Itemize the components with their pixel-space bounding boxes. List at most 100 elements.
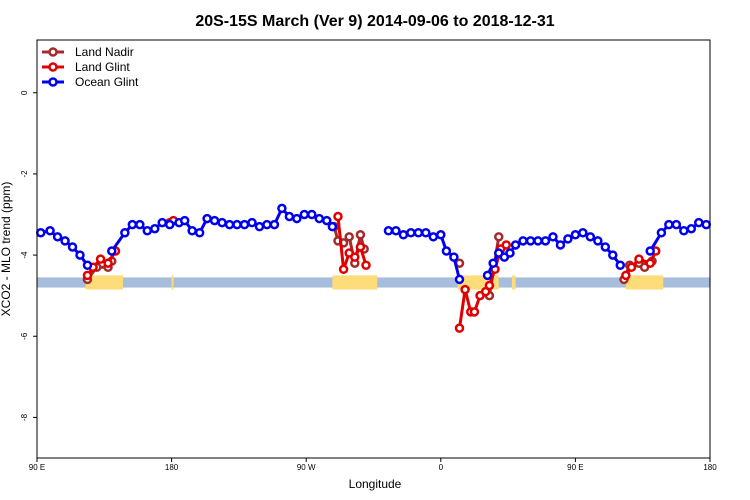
x-tick-label-3: 0 [439, 463, 444, 472]
point-ocean-glint-6 [82, 260, 93, 270]
point-ocean-glint-43 [428, 232, 439, 242]
x-tick-label-2: 90 W [297, 463, 316, 472]
point-ocean-glint-48 [482, 270, 493, 281]
point-ocean-glint-25 [247, 217, 257, 228]
point-land-glint-0 [82, 270, 93, 281]
land-band-0 [85, 275, 123, 290]
y-axis: 0 -2 -4 -6 -8 [20, 90, 37, 421]
land-band-4 [511, 275, 516, 290]
point-ocean-glint-10 [135, 219, 145, 230]
point-ocean-glint-28 [269, 219, 280, 230]
point-ocean-glint-36 [327, 221, 338, 232]
point-land-glint-6 [333, 211, 343, 222]
y-tick-label-4: -8 [20, 413, 29, 421]
x-axis-label: Longitude [349, 477, 402, 491]
x-axis: 90 E 180 90 W 0 90 E 180 [29, 458, 717, 472]
point-ocean-glint-33 [307, 209, 317, 220]
point-land-glint-21 [501, 240, 511, 250]
point-ocean-glint-41 [413, 228, 424, 238]
point-ocean-glint-45 [441, 246, 452, 256]
point-ocean-glint-7 [107, 246, 117, 256]
point-ocean-glint-4 [67, 242, 78, 252]
point-ocean-glint-54 [518, 236, 528, 246]
point-ocean-glint-23 [232, 219, 242, 230]
y-tick-label-3: -6 [20, 332, 29, 340]
point-ocean-glint-46 [449, 252, 459, 262]
point-ocean-glint-12 [150, 223, 160, 234]
land-band-5 [625, 275, 664, 290]
x-tick-label-0: 90 E [29, 463, 45, 472]
point-ocean-glint-66 [608, 250, 618, 260]
point-ocean-glint-74 [694, 217, 704, 228]
point-ocean-glint-19 [202, 213, 212, 224]
point-ocean-glint-30 [284, 211, 295, 222]
legend-label-ocean-glint: Ocean Glint [75, 75, 139, 89]
point-land-glint-12 [454, 323, 465, 333]
point-ocean-glint-35 [322, 215, 332, 226]
point-land-glint-23 [626, 262, 637, 273]
point-ocean-glint-32 [299, 209, 310, 220]
land-band-2 [332, 275, 378, 290]
point-land-glint-3 [103, 258, 113, 268]
point-ocean-glint-44 [436, 230, 446, 240]
point-ocean-glint-60 [563, 234, 573, 244]
point-ocean-glint-2 [52, 232, 63, 242]
legend-marker-ocean-glint [48, 77, 58, 87]
point-land-glint-18 [484, 280, 495, 291]
series-ocean-glint [35, 203, 712, 285]
point-ocean-glint-21 [217, 217, 227, 228]
point-ocean-glint-29 [277, 203, 287, 214]
point-ocean-glint-14 [164, 219, 175, 230]
point-land-glint-25 [645, 258, 655, 268]
point-ocean-glint-52 [505, 248, 515, 258]
point-ocean-glint-42 [421, 228, 431, 238]
point-ocean-glint-70 [664, 219, 674, 230]
series-land-glint [82, 211, 661, 333]
point-land-glint-7 [338, 264, 349, 275]
legend-label-land-glint: Land Glint [75, 60, 130, 74]
point-ocean-glint-34 [314, 213, 325, 224]
x-tick-label-1: 180 [165, 463, 179, 472]
point-ocean-glint-73 [686, 223, 697, 234]
point-ocean-glint-71 [671, 219, 682, 230]
point-ocean-glint-18 [194, 228, 205, 238]
point-ocean-glint-31 [292, 213, 302, 224]
land-band-1 [171, 275, 174, 290]
plot-frame [36, 39, 711, 459]
point-ocean-glint-55 [525, 236, 536, 246]
point-ocean-glint-63 [585, 232, 596, 242]
point-land-glint-22 [621, 270, 631, 281]
point-ocean-glint-38 [391, 225, 401, 236]
point-ocean-glint-68 [645, 246, 655, 256]
point-ocean-glint-13 [157, 217, 168, 228]
point-ocean-glint-1 [45, 225, 55, 236]
point-ocean-glint-22 [224, 219, 235, 230]
point-ocean-glint-57 [540, 236, 551, 246]
point-land-glint-2 [95, 254, 106, 264]
point-ocean-glint-56 [533, 236, 543, 246]
point-land-glint-9 [350, 252, 360, 262]
point-ocean-glint-17 [187, 225, 197, 236]
point-ocean-glint-20 [209, 215, 220, 226]
point-ocean-glint-64 [593, 236, 603, 246]
legend-marker-land-nadir [48, 47, 58, 57]
point-ocean-glint-9 [127, 219, 138, 230]
point-ocean-glint-62 [578, 228, 588, 238]
point-land-glint-24 [634, 254, 644, 264]
point-land-glint-13 [460, 284, 470, 295]
point-ocean-glint-61 [570, 230, 581, 240]
point-land-nadir-10 [355, 230, 366, 240]
point-ocean-glint-11 [142, 225, 153, 236]
point-land-glint-15 [469, 307, 480, 317]
point-ocean-glint-53 [510, 240, 521, 250]
point-ocean-glint-16 [179, 215, 190, 226]
point-ocean-glint-49 [488, 258, 498, 268]
series-layer [35, 203, 712, 333]
point-ocean-glint-72 [679, 225, 689, 236]
y-tick-label-1: -2 [20, 170, 29, 178]
x-tick-label-4: 90 E [567, 463, 583, 472]
point-ocean-glint-8 [120, 228, 130, 238]
y-tick-label-2: -4 [20, 251, 29, 259]
chart-title: 20S-15S March (Ver 9) 2014-09-06 to 2018… [195, 13, 554, 30]
